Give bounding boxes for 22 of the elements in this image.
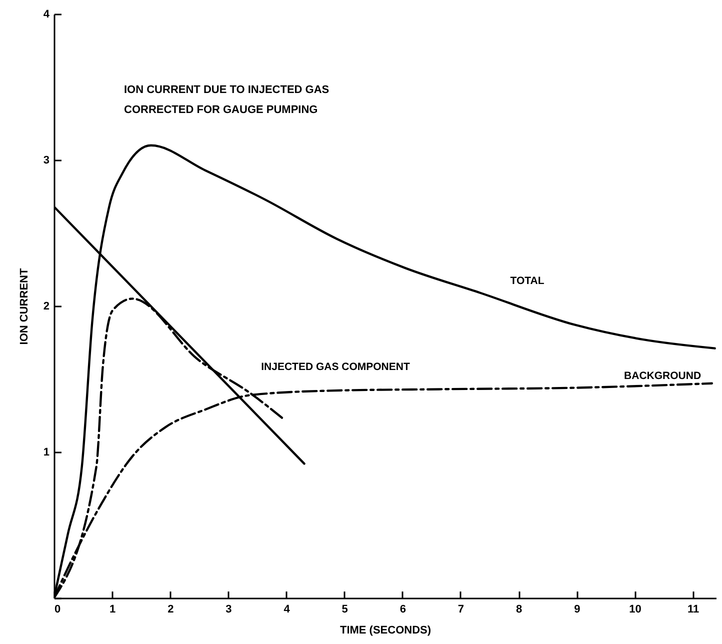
x-tick-label: 8: [516, 604, 522, 616]
x-tick-label: 2: [168, 604, 174, 616]
annotation: BACKGROUND: [624, 370, 702, 382]
y-tick-label: 3: [43, 154, 50, 166]
x-tick-label: 3: [226, 604, 232, 616]
x-axis-title: TIME (SECONDS): [340, 624, 432, 636]
x-tick-label: 11: [687, 604, 700, 616]
text: ION CURRENT DUE TO INJECTED GAS CORRECTED FOR GAUGE PUMPING: [124, 84, 330, 116]
x-tick-label: 4: [284, 604, 291, 616]
x-tick-label: 6: [400, 604, 406, 616]
x-tick-label: 7: [458, 604, 464, 616]
annotation: TOTAL: [510, 274, 545, 287]
y-tick-label: 4: [43, 8, 50, 20]
x-tick-label: 1: [110, 604, 116, 616]
y-axis-title: ION CURRENT: [18, 268, 30, 345]
x-tick-label: 0: [54, 604, 61, 616]
x-tick-label: 9: [574, 604, 580, 616]
y-tick-label: 2: [43, 300, 50, 312]
x-tick-label: 10: [629, 604, 642, 616]
y-tick-label: 1: [43, 446, 50, 458]
annotation: INJECTED GAS COMPONENT: [261, 361, 410, 373]
x-tick-label: 5: [342, 604, 348, 616]
